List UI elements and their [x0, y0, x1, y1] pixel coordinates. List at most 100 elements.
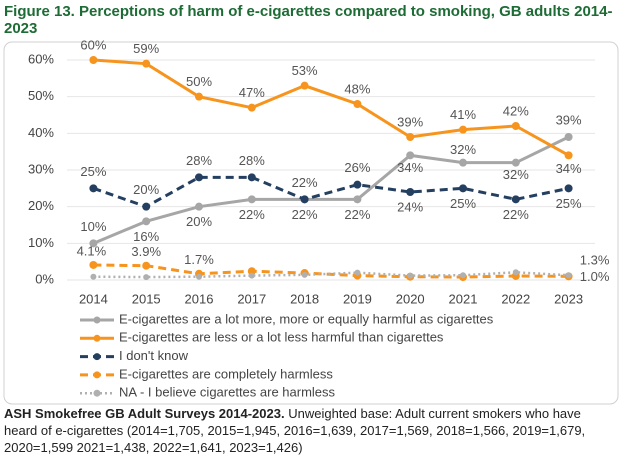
- legend-marker: [93, 334, 101, 342]
- data-label: 53%: [292, 63, 318, 78]
- point: [564, 151, 573, 160]
- point: [247, 103, 256, 112]
- point: [195, 173, 203, 182]
- point: [143, 274, 150, 281]
- legend-marker: [93, 316, 101, 324]
- point: [196, 273, 202, 280]
- data-label: 34%: [556, 161, 582, 176]
- data-label: 28%: [186, 153, 212, 168]
- point: [406, 133, 415, 141]
- point: [564, 184, 573, 193]
- data-label: 42%: [503, 103, 529, 118]
- data-label: 1.3%: [580, 253, 610, 268]
- data-label: 32%: [450, 142, 476, 157]
- data-label: 47%: [239, 85, 265, 100]
- legend-marker: [93, 389, 101, 397]
- point: [512, 269, 519, 276]
- point: [247, 195, 256, 204]
- data-label: 24%: [397, 199, 423, 214]
- legend-label: E-cigarettes are completely harmless: [119, 366, 333, 381]
- x-tick-label: 2015: [132, 291, 161, 306]
- point: [195, 202, 203, 211]
- x-tick-label: 2014: [79, 291, 108, 306]
- data-label: 20%: [133, 182, 159, 197]
- data-label: 25%: [80, 164, 106, 179]
- data-label: 41%: [450, 107, 476, 122]
- data-label: 1.0%: [580, 269, 610, 284]
- point: [90, 273, 97, 280]
- data-label: 34%: [397, 160, 423, 175]
- series-line: [93, 271, 569, 279]
- point: [406, 151, 415, 160]
- point: [353, 195, 362, 204]
- data-label: 4.1%: [77, 243, 107, 258]
- data-label: 59%: [133, 41, 159, 56]
- point: [89, 239, 98, 248]
- y-tick-label: 0%: [35, 271, 54, 286]
- x-tick-label: 2016: [185, 291, 214, 306]
- y-tick-label: 40%: [28, 125, 54, 140]
- chart-title: Figure 13. Perceptions of harm of e-ciga…: [4, 3, 613, 37]
- point: [300, 81, 309, 90]
- data-label: 50%: [186, 74, 212, 89]
- point: [142, 59, 151, 68]
- y-tick-label: 30%: [28, 161, 54, 176]
- point: [247, 173, 256, 182]
- data-label: 28%: [239, 153, 265, 168]
- legend-label: E-cigarettes are less or a lot less harm…: [119, 330, 444, 345]
- x-tick-label: 2022: [501, 291, 530, 306]
- point: [407, 272, 414, 279]
- data-label: 25%: [556, 196, 582, 211]
- source-note: ASH Smokefree GB Adult Surveys 2014-2023…: [4, 405, 616, 456]
- data-label: 26%: [344, 160, 370, 175]
- point: [89, 184, 98, 193]
- point: [142, 261, 151, 270]
- legend-label: I don't know: [119, 348, 189, 363]
- y-tick-label: 50%: [28, 88, 54, 103]
- data-label: 3.9%: [131, 244, 161, 259]
- point: [459, 184, 467, 193]
- data-label: 22%: [239, 207, 265, 222]
- series-line: [92, 135, 570, 245]
- legend-marker: [93, 371, 101, 379]
- data-label: 32%: [503, 167, 529, 182]
- point: [353, 100, 362, 108]
- point: [511, 158, 520, 167]
- series-line: [93, 263, 569, 279]
- point: [195, 92, 203, 101]
- point: [459, 158, 467, 167]
- source-text: Unweighted base: Adult current smokers w…: [4, 406, 586, 455]
- x-tick-label: 2017: [237, 291, 266, 306]
- point: [89, 260, 98, 269]
- source-title: ASH Smokefree GB Adult Surveys 2014-2023…: [4, 406, 285, 421]
- data-label: 20%: [186, 214, 212, 229]
- legend-label: E-cigarettes are a lot more, more or equ…: [119, 311, 494, 326]
- data-label: 60%: [80, 37, 106, 52]
- legend-label: NA - I believe cigarettes are harmless: [119, 385, 336, 400]
- point: [354, 269, 361, 276]
- y-tick-label: 20%: [28, 198, 54, 213]
- point: [565, 272, 572, 279]
- point: [406, 188, 415, 196]
- point: [247, 267, 256, 276]
- data-label: 48%: [344, 81, 370, 96]
- point: [511, 122, 520, 130]
- point: [564, 133, 573, 141]
- data-label: 10%: [80, 219, 106, 234]
- legend-marker: [93, 353, 101, 361]
- data-label: 39%: [397, 114, 423, 129]
- point: [300, 195, 309, 204]
- data-label: 22%: [503, 207, 529, 222]
- point: [459, 125, 467, 134]
- point: [511, 195, 520, 204]
- y-tick-label: 60%: [28, 51, 54, 66]
- series-line: [93, 58, 570, 157]
- data-label: 22%: [344, 207, 370, 222]
- x-tick-label: 2020: [396, 291, 425, 306]
- data-label: 39%: [556, 112, 582, 127]
- data-label: 16%: [133, 229, 159, 244]
- data-label: 22%: [292, 207, 318, 222]
- x-tick-label: 2021: [449, 291, 478, 306]
